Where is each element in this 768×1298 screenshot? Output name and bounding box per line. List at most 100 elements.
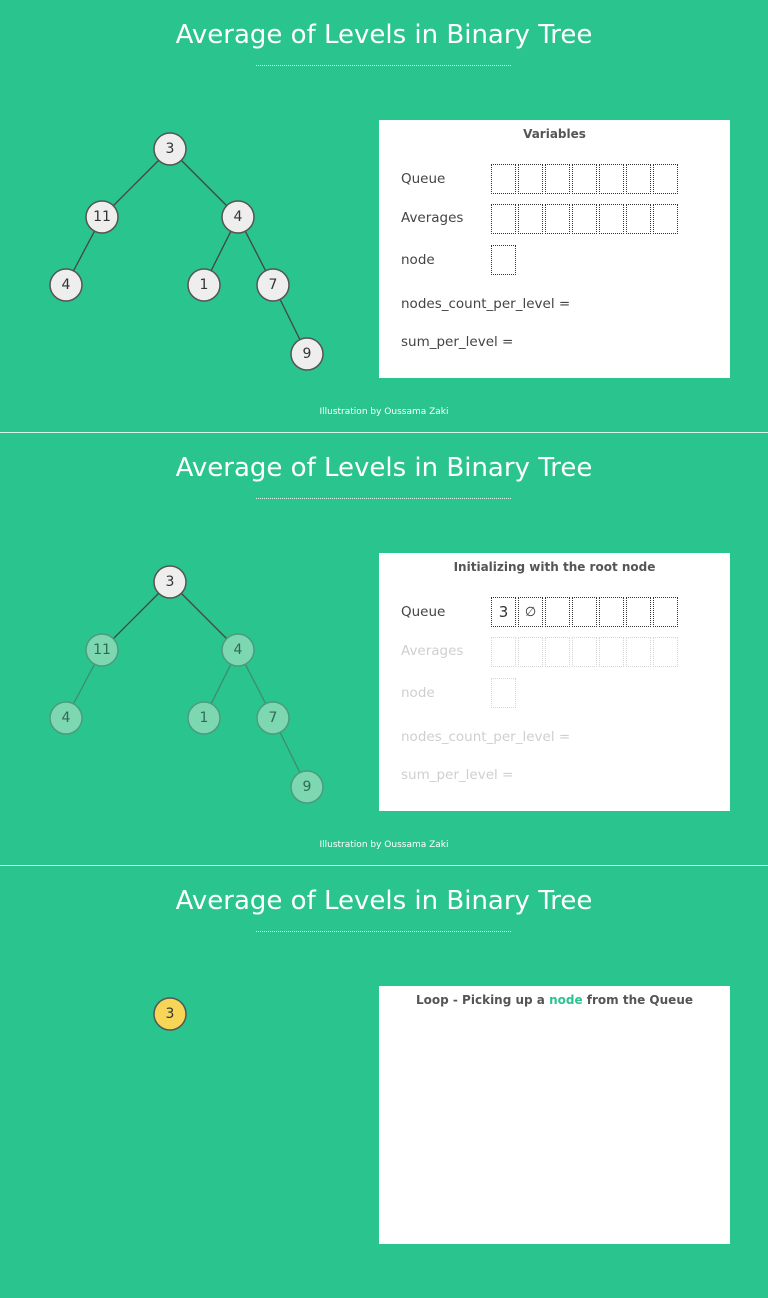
averages-cell bbox=[599, 637, 624, 667]
averages-label: Averages bbox=[401, 210, 464, 226]
node-cell-box bbox=[491, 245, 518, 275]
panel-title: Loop - Picking up a node from the Queue bbox=[379, 993, 730, 1007]
queue-cell: 3 bbox=[491, 597, 516, 627]
panel-title: Initializing with the root node bbox=[453, 560, 656, 574]
svg-text:3: 3 bbox=[166, 574, 175, 590]
queue-cell bbox=[626, 164, 651, 194]
title-divider bbox=[256, 498, 511, 499]
variables-panel: Initializing with the root node Queue 3 … bbox=[379, 553, 730, 811]
svg-text:3: 3 bbox=[166, 1006, 175, 1022]
queue-label: Queue bbox=[401, 604, 446, 620]
slide-3: Average of Levels in Binary Tree 3 Loop … bbox=[0, 866, 768, 1298]
slide-1: Average of Levels in Binary Tree 3 11 4 … bbox=[0, 0, 768, 433]
binary-tree: 3 bbox=[153, 997, 187, 1031]
variables-panel: Loop - Picking up a node from the Queue bbox=[379, 986, 730, 1244]
panel-title-highlight: node bbox=[549, 993, 583, 1007]
svg-text:4: 4 bbox=[234, 209, 243, 225]
tree-node: 11 bbox=[85, 200, 119, 234]
queue-label: Queue bbox=[401, 171, 446, 187]
averages-cell bbox=[518, 637, 543, 667]
variables-panel: Variables Queue Averages node nodes_coun… bbox=[379, 120, 730, 378]
queue-cell bbox=[572, 164, 597, 194]
tree-node: 9 bbox=[290, 337, 324, 371]
averages-cell bbox=[572, 204, 597, 234]
svg-text:1: 1 bbox=[200, 277, 209, 293]
averages-cell bbox=[491, 637, 516, 667]
node-label: node bbox=[401, 685, 435, 701]
averages-cell bbox=[626, 204, 651, 234]
tree-node: 4 bbox=[221, 633, 255, 667]
svg-text:11: 11 bbox=[93, 209, 111, 225]
tree-node: 11 bbox=[85, 633, 119, 667]
queue-cell-null-marker: ∅ bbox=[518, 597, 543, 627]
slide-title: Average of Levels in Binary Tree bbox=[175, 20, 593, 50]
svg-text:7: 7 bbox=[269, 710, 278, 726]
queue-cell bbox=[491, 164, 516, 194]
tree-node-root-active: 3 bbox=[153, 997, 187, 1031]
svg-text:3: 3 bbox=[166, 141, 175, 157]
panel-title-before: Loop - Picking up a bbox=[416, 993, 550, 1007]
averages-cells bbox=[491, 637, 680, 667]
slide-2: Average of Levels in Binary Tree 3 11 4 … bbox=[0, 433, 768, 866]
tree-node: 4 bbox=[49, 701, 83, 735]
queue-cell bbox=[572, 597, 597, 627]
panel-title-after: from the Queue bbox=[582, 993, 693, 1007]
panel-title: Variables bbox=[523, 127, 586, 141]
tree-node: 4 bbox=[49, 268, 83, 302]
queue-cell bbox=[653, 597, 678, 627]
binary-tree: 3 11 4 4 1 7 9 bbox=[49, 565, 324, 804]
queue-cell bbox=[653, 164, 678, 194]
averages-cell bbox=[653, 637, 678, 667]
sum-label: sum_per_level = bbox=[401, 334, 514, 350]
illustration-credit: Illustration by Oussama Zaki bbox=[319, 840, 449, 850]
averages-cell bbox=[653, 204, 678, 234]
tree-node: 7 bbox=[256, 268, 290, 302]
tree-node: 4 bbox=[221, 200, 255, 234]
svg-text:7: 7 bbox=[269, 277, 278, 293]
svg-text:11: 11 bbox=[93, 642, 111, 658]
title-divider bbox=[256, 65, 511, 66]
queue-cell bbox=[545, 597, 570, 627]
slide-divider bbox=[0, 432, 768, 433]
averages-cell bbox=[545, 204, 570, 234]
svg-text:9: 9 bbox=[303, 779, 312, 795]
slide-title: Average of Levels in Binary Tree bbox=[175, 453, 593, 483]
tree-node: 1 bbox=[187, 268, 221, 302]
node-cell bbox=[491, 678, 516, 708]
averages-cells bbox=[491, 204, 680, 234]
averages-label: Averages bbox=[401, 643, 464, 659]
queue-cells: 3 ∅ bbox=[491, 597, 680, 627]
title-divider bbox=[256, 931, 511, 932]
averages-cell bbox=[599, 204, 624, 234]
svg-text:4: 4 bbox=[62, 710, 71, 726]
svg-text:4: 4 bbox=[234, 642, 243, 658]
queue-cells bbox=[491, 164, 680, 194]
tree-node: 1 bbox=[187, 701, 221, 735]
averages-cell bbox=[572, 637, 597, 667]
svg-text:1: 1 bbox=[200, 710, 209, 726]
tree-node: 9 bbox=[290, 770, 324, 804]
nodes-count-label: nodes_count_per_level = bbox=[401, 296, 571, 312]
binary-tree: 3 11 4 4 1 7 9 bbox=[49, 132, 324, 371]
svg-text:4: 4 bbox=[62, 277, 71, 293]
tree-node-root: 3 bbox=[153, 565, 187, 599]
queue-cell bbox=[599, 164, 624, 194]
illustration-credit: Illustration by Oussama Zaki bbox=[319, 407, 449, 417]
sum-label: sum_per_level = bbox=[401, 767, 514, 783]
node-cell bbox=[491, 245, 516, 275]
averages-cell bbox=[491, 204, 516, 234]
slide-title: Average of Levels in Binary Tree bbox=[175, 886, 593, 916]
queue-cell bbox=[545, 164, 570, 194]
queue-cell bbox=[518, 164, 543, 194]
svg-text:9: 9 bbox=[303, 346, 312, 362]
queue-cell bbox=[626, 597, 651, 627]
averages-cell bbox=[626, 637, 651, 667]
slide-divider bbox=[0, 865, 768, 866]
tree-node-root: 3 bbox=[153, 132, 187, 166]
node-cell-box bbox=[491, 678, 518, 708]
nodes-count-label: nodes_count_per_level = bbox=[401, 729, 571, 745]
averages-cell bbox=[545, 637, 570, 667]
queue-cell bbox=[599, 597, 624, 627]
node-label: node bbox=[401, 252, 435, 268]
tree-node: 7 bbox=[256, 701, 290, 735]
